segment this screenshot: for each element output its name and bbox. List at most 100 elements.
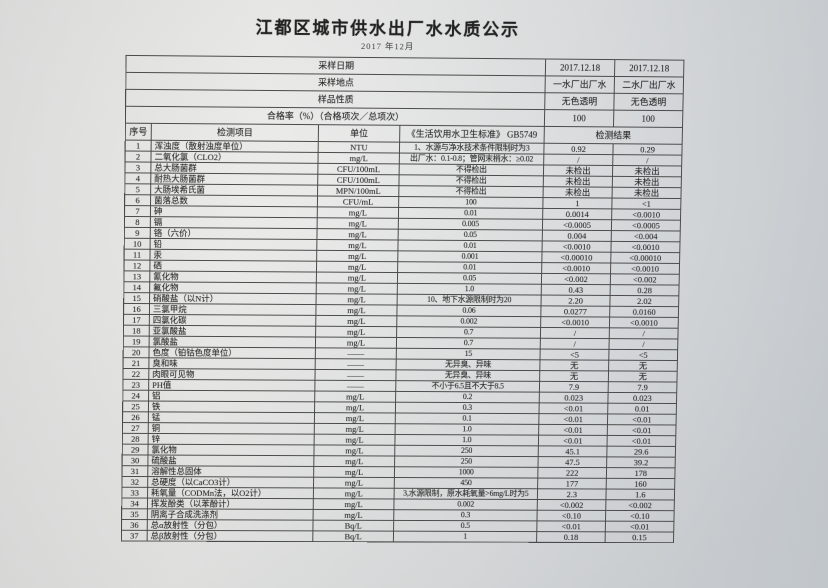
row-index: 21 <box>123 357 149 369</box>
row-index: 24 <box>122 390 149 402</box>
standard-value: 0.002 <box>393 498 538 511</box>
item-unit: mg/L <box>316 250 398 262</box>
meta-value-plant2: 100 <box>613 110 683 128</box>
item-unit: mg/L <box>315 326 397 338</box>
table-row: 37 总β放射性（分包） Bq/L 1 0.18 0.15 <box>121 530 674 543</box>
standard-value: 0.002 <box>396 315 541 328</box>
standard-value: 0.001 <box>397 250 543 263</box>
result-plant2: 0.29 <box>612 143 683 156</box>
row-index: 14 <box>123 281 150 293</box>
item-name: 锰 <box>148 411 315 424</box>
item-unit: mg/L <box>313 444 395 457</box>
row-index: 11 <box>124 249 151 261</box>
result-plant2: 0.023 <box>607 392 677 404</box>
result-plant2: <0.01 <box>607 413 677 425</box>
item-unit: CFU/100mL <box>317 163 400 175</box>
row-index: 10 <box>124 238 151 250</box>
item-name: 臭和味 <box>148 357 316 370</box>
result-plant1: <0.002 <box>537 499 606 511</box>
result-plant2: 29.6 <box>606 446 676 458</box>
standard-value: 250 <box>394 456 539 468</box>
result-plant1: <5 <box>540 349 609 361</box>
item-name: 三氯甲烷 <box>149 303 317 316</box>
result-plant1: 无 <box>539 359 609 371</box>
result-plant1: 未检出 <box>543 164 613 177</box>
row-index: 32 <box>121 476 148 488</box>
result-plant1: <0.01 <box>539 402 608 414</box>
col-result-header: 检测结果 <box>544 126 683 145</box>
result-plant2: 未检出 <box>612 165 682 177</box>
row-index: 31 <box>122 465 148 477</box>
col-unit-header: 单位 <box>318 124 400 143</box>
item-unit: mg/L <box>313 455 395 467</box>
result-plant2: 0.28 <box>610 284 680 296</box>
item-name: 氯酸盐 <box>149 336 316 348</box>
result-plant2: <0.0010 <box>610 241 681 253</box>
item-name: 大肠埃希氏菌 <box>150 183 318 196</box>
item-name: 氯化物 <box>147 444 315 456</box>
meta-value-plant2: 2017.12.18 <box>614 59 684 78</box>
item-name: 铁 <box>148 401 315 413</box>
item-unit: mg/L <box>313 466 395 478</box>
standard-value: 无异臭、异味 <box>396 359 541 371</box>
item-name: 硫酸盐 <box>147 455 314 467</box>
row-index: 25 <box>122 400 149 412</box>
page-title: 江都区城市供水出厂水水质公示 <box>255 18 521 40</box>
standard-value: 1.0 <box>395 423 539 436</box>
data-section: 1 浑浊度（散射浊度单位） NTU 1、水源与净水技术条件限制时为3 0.92 … <box>121 140 683 543</box>
standard-value: 0.7 <box>396 326 541 339</box>
item-name: 菌落总数 <box>150 194 318 207</box>
result-plant2: <0.0010 <box>610 263 680 275</box>
item-unit: —— <box>314 369 397 381</box>
row-index: 26 <box>122 411 149 423</box>
row-index: 12 <box>124 259 150 272</box>
row-index: 6 <box>124 194 151 206</box>
result-plant2: <0.10 <box>605 510 675 522</box>
item-name: 总α放射性（分包） <box>147 519 314 531</box>
item-name: 肉眼可见物 <box>148 368 316 381</box>
result-plant1: 未检出 <box>543 186 613 199</box>
standard-value: 450 <box>394 477 538 489</box>
result-plant2: 无 <box>608 370 678 383</box>
result-plant2: <0.004 <box>611 230 681 242</box>
item-unit: mg/L <box>316 239 399 251</box>
standard-value: 0.5 <box>393 520 537 532</box>
result-plant1: 0.43 <box>541 284 611 296</box>
row-index: 9 <box>124 227 151 239</box>
result-plant1: <0.002 <box>541 273 611 285</box>
result-plant1: <0.01 <box>536 520 606 532</box>
result-plant2: <0.0005 <box>611 219 681 232</box>
row-index: 30 <box>122 454 148 466</box>
standard-value: 无异臭、异味 <box>395 369 540 382</box>
meta-value-plant1: 100 <box>544 109 614 127</box>
standard-value: 250 <box>394 445 539 457</box>
row-index: 8 <box>124 216 151 228</box>
result-plant1: 7.9 <box>539 381 609 393</box>
result-plant2: 1.6 <box>605 489 675 500</box>
result-plant1: 222 <box>537 467 607 479</box>
item-unit: —— <box>315 347 397 360</box>
result-plant2: 2.02 <box>609 295 679 307</box>
item-name: 硝酸盐（以N计） <box>149 292 317 305</box>
row-index: 16 <box>123 303 150 315</box>
standard-value: 0.7 <box>396 337 541 350</box>
result-plant1: 1 <box>542 197 613 209</box>
meta-value-plant1: 2017.12.18 <box>545 59 615 77</box>
result-plant2: 0.0160 <box>609 306 679 318</box>
result-plant1: <0.10 <box>536 510 606 522</box>
item-unit: mg/L <box>316 228 399 241</box>
item-name: 锌 <box>148 433 315 445</box>
item-unit: mg/L <box>313 487 395 499</box>
item-unit: mg/L <box>315 337 397 349</box>
result-plant2: <0.01 <box>607 435 676 447</box>
water-quality-table: 采样日期 2017.12.18 2017.12.18 采样地点 一水厂出厂水 二… <box>120 54 685 544</box>
row-index: 1 <box>125 140 152 152</box>
result-plant1: / <box>540 338 610 350</box>
item-unit: mg/L <box>316 293 398 306</box>
meta-value-plant1: 一水厂出厂水 <box>545 75 615 94</box>
result-plant1: <0.00010 <box>541 251 611 264</box>
item-unit: Bq/L <box>312 520 394 532</box>
result-plant1: <0.01 <box>538 424 608 436</box>
result-plant2: <0.00010 <box>610 252 680 264</box>
item-unit: —— <box>315 358 397 370</box>
